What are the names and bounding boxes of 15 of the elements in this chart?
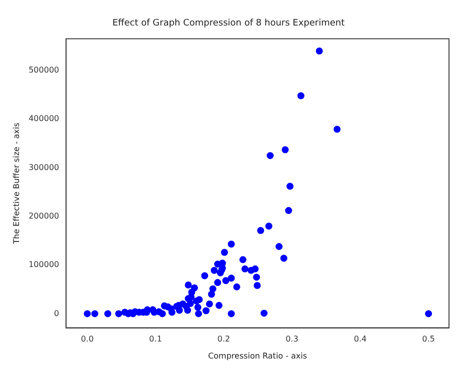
- y-tick-label: 200000: [28, 211, 60, 220]
- x-tick-label: 0.4: [354, 334, 367, 344]
- x-tick-label: 0.0: [80, 334, 94, 344]
- x-tick-label: 0.5: [422, 334, 435, 344]
- y-axis-title: The Effective Buffer size - axis: [12, 122, 21, 245]
- chart-title: Effect of Graph Compression of 8 hours Experiment: [112, 18, 346, 29]
- y-tick-label: 400000: [28, 114, 60, 124]
- x-tick-label: 0.3: [286, 334, 298, 344]
- x-tick-label: 0.2: [217, 334, 230, 344]
- x-axis-title: Compression Ratio - axis: [208, 351, 308, 360]
- y-tick-label: 0: [54, 308, 60, 318]
- y-tick-label: 100000: [28, 260, 60, 270]
- x-tick-label: 0.1: [149, 334, 162, 344]
- y-tick-label: 300000: [28, 162, 60, 172]
- y-tick-label: 500000: [28, 66, 60, 75]
